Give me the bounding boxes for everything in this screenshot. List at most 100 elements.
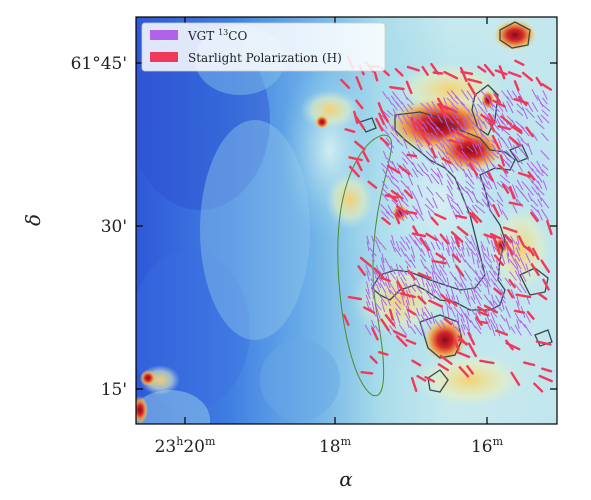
vgt-vector [391,103,399,111]
vgt-vector [461,150,469,160]
polarization-vector [500,115,513,126]
polarization-vector [517,171,532,178]
vgt-vector [474,283,482,293]
vgt-vector [499,174,511,184]
vgt-vector [402,163,408,171]
polarization-vector [417,272,431,280]
vgt-vector [520,191,530,203]
vgt-vector [451,162,459,172]
vgt-vector [400,180,410,190]
polarization-vector [405,80,413,95]
vgt-vector [446,144,454,154]
vgt-vector [490,312,496,324]
vgt-vector [525,263,531,277]
vgt-vector [427,132,433,142]
vgt-vector [426,186,434,196]
vgt-vector [530,161,540,173]
polarization-vector [396,335,408,347]
vgt-vector [370,278,376,286]
polarization-vector [439,233,449,245]
polarization-vector [347,295,362,301]
vgt-vector [496,199,504,207]
vgt-vector [446,91,454,99]
vgt-vector [506,115,514,123]
vgt-vector [475,245,481,259]
polarization-vector [466,365,474,375]
polarization-vector [452,253,462,263]
polarization-vector [504,240,514,256]
vgt-vector [506,96,514,106]
vgt-vector [386,167,394,179]
vgt-vector [435,241,441,251]
vgt-vector [466,90,474,100]
polarization-vector [467,82,477,97]
vgt-vector [415,277,421,287]
vgt-vector [531,186,539,196]
vgt-vector [446,193,454,201]
polarization-vector [456,351,471,359]
vgt-vector [402,137,408,149]
vgt-vector [466,190,474,204]
vgt-vector [531,89,539,101]
vgt-vector [467,168,473,178]
vgt-vector [470,287,476,301]
vgt-vector [425,157,435,165]
vgt-vector [542,180,548,190]
polarization-vector [354,140,366,151]
vgt-vector [427,144,433,154]
vgt-vector [475,113,485,125]
vgt-vector [365,294,371,306]
vgt-vector [465,173,475,185]
vgt-vector [424,318,432,330]
vgt-vector [405,305,411,319]
vgt-vector [474,204,486,214]
vgt-vector [434,263,442,277]
vgt-vector [512,184,518,198]
vgt-vector [406,319,410,329]
polarization-vector [503,233,513,243]
vgt-vector [430,173,440,185]
polarization-vector [443,105,458,114]
vgt-vector [419,253,427,263]
vgt-vector [374,275,382,289]
vgt-vector [417,138,423,148]
vgt-vector [471,121,479,129]
vgt-vector [417,113,423,125]
polarization-vector [439,354,453,365]
polarization-vector [421,65,429,76]
polarization-vector [362,150,370,163]
vgt-vector [500,233,506,247]
polarization-vector [467,78,483,84]
polarization-vector [434,213,447,221]
vgt-vector [411,190,419,204]
polarization-vector [517,95,528,107]
vgt-vector [379,264,387,276]
vgt-vector [483,294,493,306]
vgt-vector [474,325,482,335]
vgt-vector [480,132,490,142]
polarization-vector [424,376,436,383]
vgt-vector [371,288,375,300]
vgt-vector [366,270,370,282]
vgt-vector [541,163,549,171]
vgt-vector [490,264,496,276]
vgt-vector [454,276,462,288]
vgt-vector [470,234,476,246]
vgt-vector [493,282,503,294]
polarization-vector [497,124,511,131]
vgt-vector [474,277,482,287]
vgt-vector [481,192,489,202]
polarization-vector [348,156,363,162]
polarization-vector [437,363,449,372]
vgt-vector [451,97,459,105]
vgt-vector [369,247,377,257]
vgt-vector [515,263,521,277]
vgt-vector [451,241,455,251]
polarization-vector [399,292,416,299]
legend-label-polarization: Starlight Polarization (H) [188,51,342,65]
vgt-vector [380,210,390,220]
vgt-vector [504,277,512,287]
polarization-vector [471,211,483,223]
vgt-vector [444,301,452,311]
polarization-vector [494,69,508,76]
